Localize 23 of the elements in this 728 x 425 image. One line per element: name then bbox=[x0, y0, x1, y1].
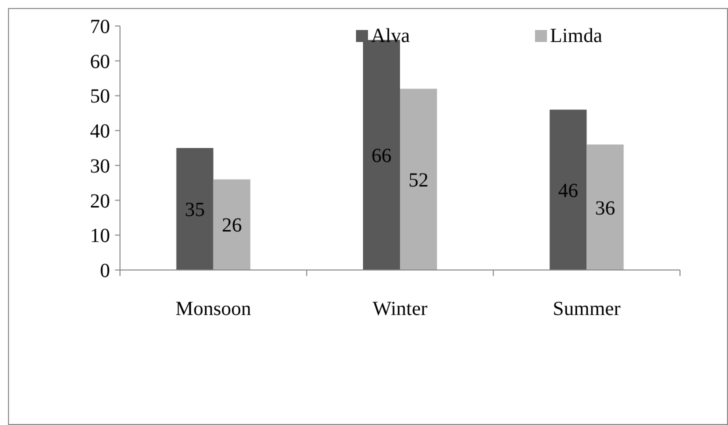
legend-label: Limda bbox=[550, 25, 602, 47]
data-label: 36 bbox=[595, 197, 616, 220]
x-tick-label: Monsoon bbox=[176, 298, 252, 320]
bar bbox=[213, 179, 250, 270]
x-tick-label: Winter bbox=[372, 298, 428, 320]
bar bbox=[550, 110, 587, 270]
data-label: 46 bbox=[558, 180, 578, 202]
data-label: 26 bbox=[222, 214, 242, 237]
y-tick-label: 0 bbox=[100, 260, 110, 282]
bar bbox=[176, 148, 214, 270]
x-tick-label: Summer bbox=[552, 298, 621, 320]
y-tick-label: 70 bbox=[90, 16, 110, 38]
y-tick-label: 10 bbox=[90, 225, 110, 248]
bar bbox=[586, 144, 624, 270]
data-label: 66 bbox=[372, 144, 392, 167]
y-tick-label: 60 bbox=[90, 50, 110, 73]
y-tick-label: 20 bbox=[90, 190, 110, 212]
y-tick-label: 30 bbox=[90, 155, 110, 178]
bar bbox=[400, 88, 437, 270]
y-tick-label: 50 bbox=[90, 86, 110, 108]
data-label: 35 bbox=[184, 199, 205, 221]
y-tick-label: 40 bbox=[90, 120, 110, 143]
data-label: 52 bbox=[408, 169, 428, 192]
